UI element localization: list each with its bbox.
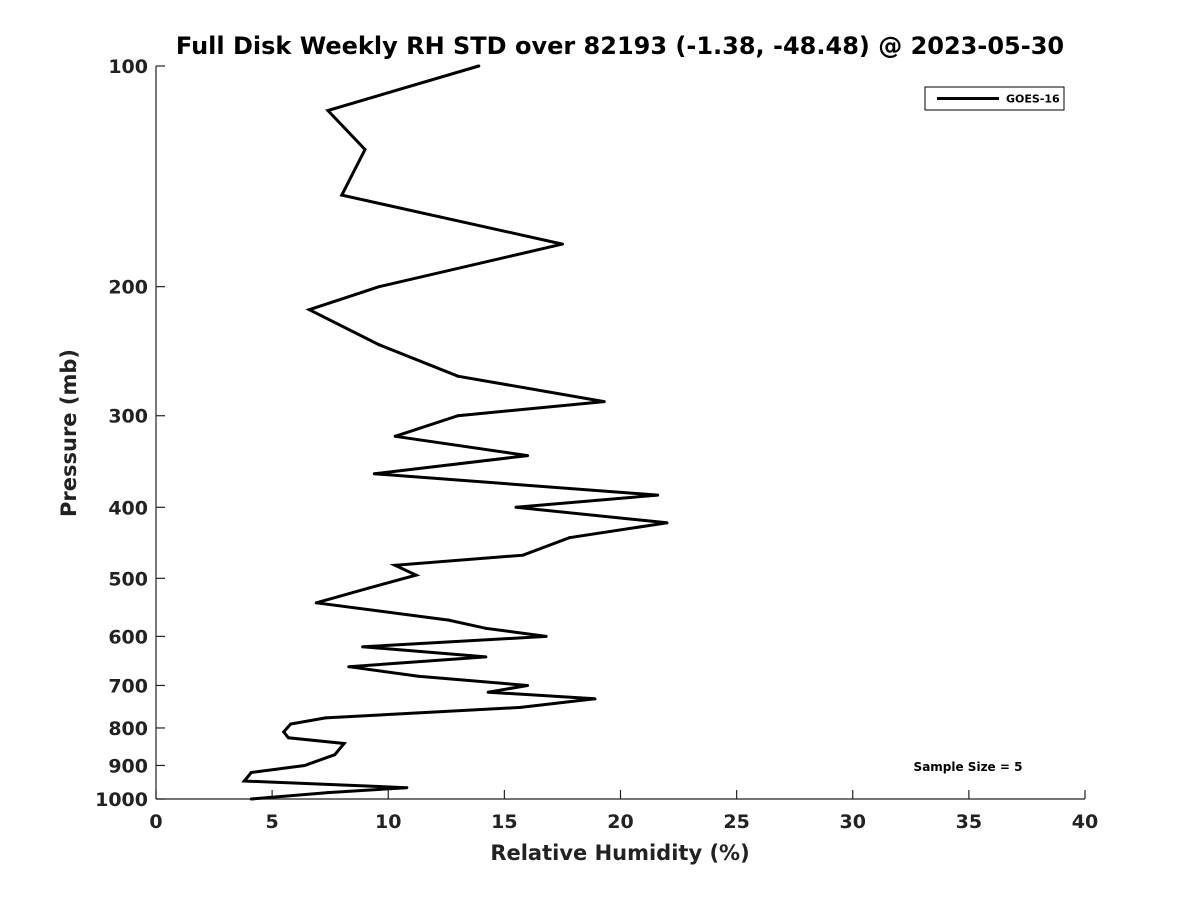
- series-point: [526, 454, 530, 458]
- series-point: [340, 193, 344, 197]
- x-tick-label: 15: [491, 811, 517, 833]
- y-tick-label: 200: [108, 277, 148, 299]
- y-tick-label: 800: [108, 718, 148, 740]
- x-tick-label: 30: [840, 811, 866, 833]
- series-point: [456, 414, 460, 418]
- series-point: [567, 536, 571, 540]
- y-tick-label: 900: [108, 755, 148, 777]
- x-tick-label: 35: [956, 811, 982, 833]
- series-point: [477, 64, 481, 68]
- series-point: [526, 683, 530, 687]
- series-point: [484, 655, 488, 659]
- series-point: [377, 285, 381, 289]
- series-point: [363, 148, 367, 152]
- series-point: [324, 716, 328, 720]
- series-point: [249, 797, 253, 801]
- series-point: [514, 505, 518, 509]
- series-point: [593, 697, 597, 701]
- y-tick-label: 500: [108, 568, 148, 590]
- y-tick-label: 700: [108, 675, 148, 697]
- y-tick-label: 100: [108, 56, 148, 78]
- series-point: [342, 741, 346, 745]
- series-point: [486, 690, 490, 694]
- series-point: [665, 521, 669, 525]
- series-point: [484, 626, 488, 630]
- series-point: [456, 374, 460, 378]
- series-point: [368, 586, 372, 590]
- legend-entry-goes-16: GOES-16: [1006, 93, 1060, 106]
- y-tick-label: 300: [108, 406, 148, 428]
- series-point: [307, 308, 311, 312]
- series-point: [361, 645, 365, 649]
- series-point: [602, 400, 606, 404]
- y-tick-label: 1000: [95, 789, 148, 811]
- series-point: [282, 730, 286, 734]
- series-point: [286, 736, 290, 740]
- chart-title: Full Disk Weekly RH STD over 82193 (-1.3…: [176, 32, 1064, 60]
- x-tick-label: 20: [607, 811, 633, 833]
- series-point: [249, 770, 253, 774]
- y-axis-label: Pressure (mb): [57, 349, 81, 517]
- series-point: [656, 493, 660, 497]
- series-line-goes-16: [241, 64, 668, 801]
- x-tick-label: 40: [1072, 811, 1098, 833]
- y-tick-label: 600: [108, 626, 148, 648]
- x-tick-label: 0: [149, 811, 162, 833]
- x-tick-label: 10: [375, 811, 401, 833]
- y-tick-label: 400: [108, 497, 148, 519]
- legend: GOES-16: [924, 86, 1065, 111]
- series-point: [447, 618, 451, 622]
- series-point: [242, 779, 246, 783]
- series-point: [560, 242, 564, 246]
- series-point: [372, 472, 376, 476]
- plot-area: 0 5 10 15 20 25 30 35 40 100 200 300 400 500 600 700 80…: [95, 56, 1098, 833]
- series-point: [333, 753, 337, 757]
- series-point: [314, 601, 318, 605]
- series-point: [326, 791, 330, 795]
- series-point: [521, 553, 525, 557]
- series-point: [393, 434, 397, 438]
- series-point: [303, 763, 307, 767]
- series-point: [289, 722, 293, 726]
- x-tick-label: 5: [266, 811, 279, 833]
- series-point: [377, 343, 381, 347]
- sample-size-annotation: Sample Size = 5: [914, 760, 1023, 774]
- series-point: [519, 705, 523, 709]
- series-points: [242, 64, 669, 801]
- series-point: [326, 108, 330, 112]
- series-point: [405, 786, 409, 790]
- series-point: [416, 674, 420, 678]
- x-tick-label: 25: [723, 811, 749, 833]
- x-axis-label: Relative Humidity (%): [490, 841, 749, 865]
- series-point: [414, 573, 418, 577]
- y-ticks: 100 200 300 400 500 600 700 800 900 1000: [95, 56, 165, 811]
- x-ticks: 0 5 10 15 20 25 30 35 40: [149, 790, 1098, 833]
- series-point: [544, 634, 548, 638]
- series-point: [393, 563, 397, 567]
- series-point: [347, 665, 351, 669]
